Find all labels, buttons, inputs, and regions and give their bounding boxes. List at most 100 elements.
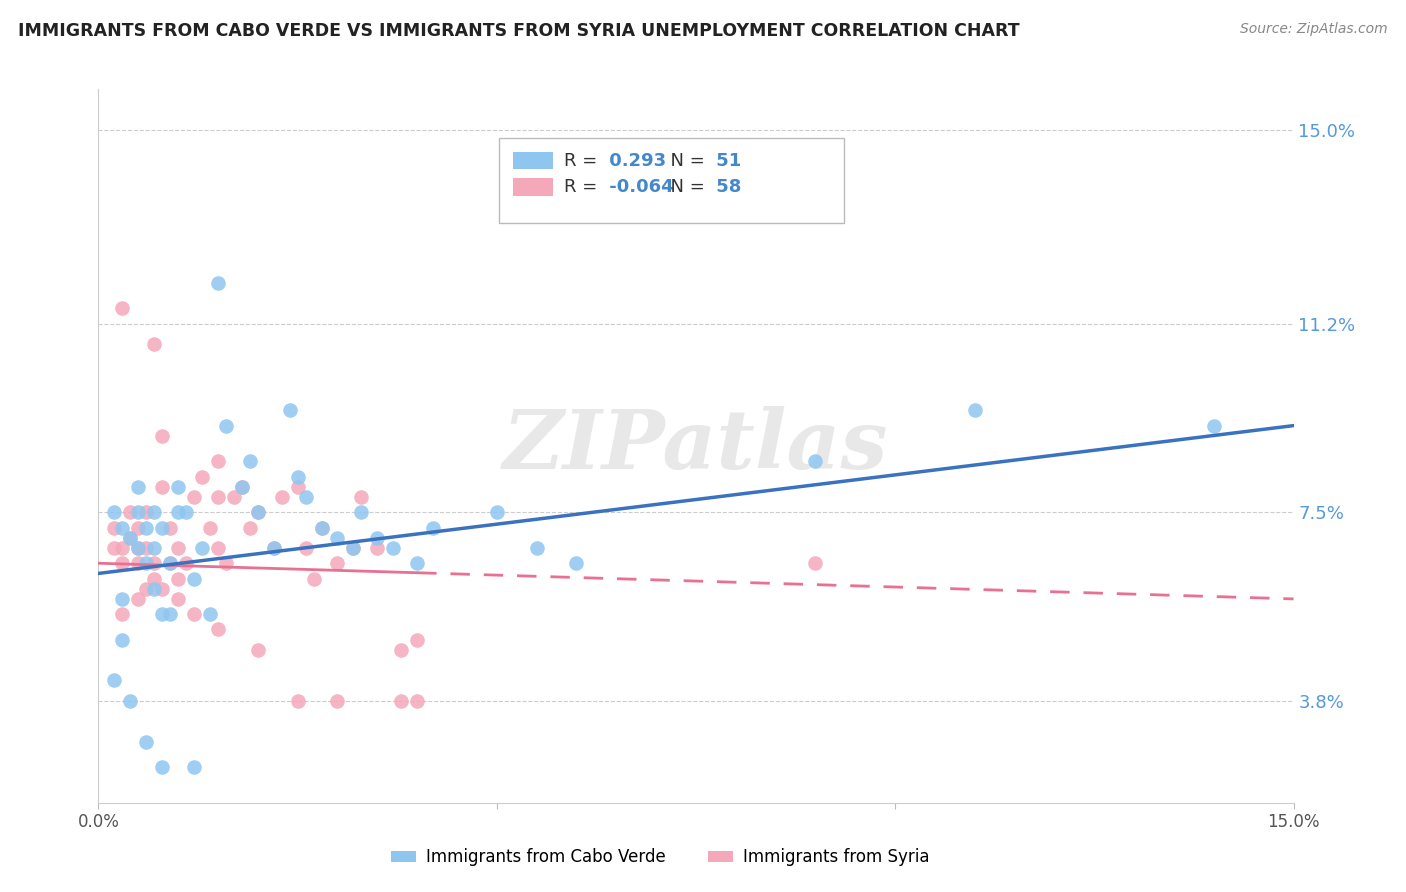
Point xyxy=(174,505,197,519)
Point xyxy=(143,582,166,596)
Point xyxy=(127,541,149,555)
Point xyxy=(127,520,149,534)
Point xyxy=(120,694,142,708)
Point xyxy=(215,556,238,570)
Point xyxy=(183,760,205,774)
Point xyxy=(246,505,269,519)
Point xyxy=(342,541,364,555)
Point xyxy=(135,582,157,596)
Point xyxy=(406,694,429,708)
Point xyxy=(287,694,309,708)
Point xyxy=(143,556,166,570)
Point xyxy=(127,480,149,494)
Point xyxy=(127,541,149,555)
Point xyxy=(135,556,157,570)
Text: R =: R = xyxy=(564,178,598,196)
Point xyxy=(239,520,262,534)
Point xyxy=(143,337,166,351)
Point xyxy=(103,673,125,688)
Point xyxy=(406,632,429,647)
Point xyxy=(127,591,149,606)
Point xyxy=(111,607,134,622)
Point xyxy=(120,505,142,519)
Point xyxy=(294,541,316,555)
Point xyxy=(382,541,405,555)
Point xyxy=(263,541,285,555)
Point xyxy=(103,505,125,519)
Point xyxy=(239,454,262,468)
Point xyxy=(174,556,197,570)
Point xyxy=(150,760,173,774)
Text: ZIPatlas: ZIPatlas xyxy=(503,406,889,486)
Point xyxy=(207,490,229,504)
Text: 0.293: 0.293 xyxy=(603,152,666,169)
Point xyxy=(804,556,827,570)
Point xyxy=(526,541,548,555)
Point xyxy=(565,556,588,570)
Point xyxy=(1202,418,1225,433)
Text: N =: N = xyxy=(659,178,706,196)
Point xyxy=(191,541,214,555)
Point xyxy=(191,469,214,483)
Point xyxy=(120,531,142,545)
Point xyxy=(150,429,173,443)
Point xyxy=(311,520,333,534)
Point xyxy=(143,505,166,519)
Point xyxy=(207,454,229,468)
Point xyxy=(143,572,166,586)
Point xyxy=(135,734,157,748)
Point xyxy=(135,505,157,519)
Text: IMMIGRANTS FROM CABO VERDE VS IMMIGRANTS FROM SYRIA UNEMPLOYMENT CORRELATION CHA: IMMIGRANTS FROM CABO VERDE VS IMMIGRANTS… xyxy=(18,22,1019,40)
Point xyxy=(167,480,190,494)
Point xyxy=(150,582,173,596)
Point xyxy=(167,572,190,586)
Point xyxy=(485,505,508,519)
Legend: Immigrants from Cabo Verde, Immigrants from Syria: Immigrants from Cabo Verde, Immigrants f… xyxy=(384,842,936,873)
Point xyxy=(159,520,181,534)
Point xyxy=(302,572,325,586)
Point xyxy=(207,623,229,637)
Point xyxy=(150,520,173,534)
Point xyxy=(150,607,173,622)
Point xyxy=(804,454,827,468)
Point xyxy=(167,591,190,606)
Point xyxy=(183,490,205,504)
Point xyxy=(159,607,181,622)
Text: Source: ZipAtlas.com: Source: ZipAtlas.com xyxy=(1240,22,1388,37)
Point xyxy=(135,520,157,534)
Point xyxy=(103,541,125,555)
Point xyxy=(263,541,285,555)
Point xyxy=(159,556,181,570)
Point xyxy=(150,480,173,494)
Point xyxy=(270,490,292,504)
Point xyxy=(135,541,157,555)
Point xyxy=(111,520,134,534)
Point xyxy=(207,276,229,290)
Text: 58: 58 xyxy=(710,178,741,196)
Point xyxy=(342,541,364,555)
Point xyxy=(366,531,388,545)
Point xyxy=(111,541,134,555)
Point xyxy=(111,591,134,606)
Point xyxy=(311,520,333,534)
Point xyxy=(231,480,253,494)
Point xyxy=(167,541,190,555)
Point xyxy=(198,607,221,622)
Point xyxy=(127,505,149,519)
Point xyxy=(120,531,142,545)
Text: N =: N = xyxy=(659,152,706,169)
Point xyxy=(389,694,412,708)
Point xyxy=(287,480,309,494)
Point xyxy=(406,556,429,570)
Point xyxy=(294,490,316,504)
Point xyxy=(366,541,388,555)
Point xyxy=(287,469,309,483)
Point xyxy=(167,505,190,519)
Point xyxy=(389,643,412,657)
Point xyxy=(127,556,149,570)
Point xyxy=(111,556,134,570)
Point xyxy=(159,556,181,570)
Point xyxy=(111,301,134,316)
Point xyxy=(183,572,205,586)
Point xyxy=(143,541,166,555)
